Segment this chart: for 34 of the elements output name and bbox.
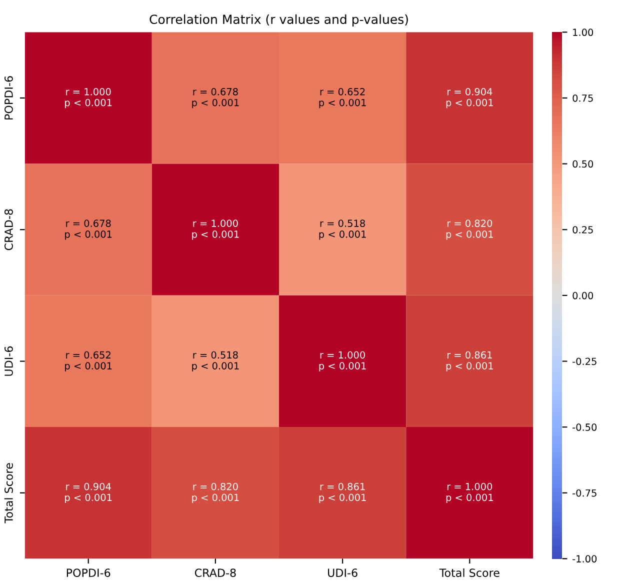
data-label: r = 0.820 p < 0.001 — [446, 220, 493, 240]
data-label: r = 1.000 p < 0.001 — [446, 482, 493, 504]
data-label: r = 0.518 p < 0.001 — [192, 351, 239, 372]
y-tick-label: Total Score — [4, 463, 13, 524]
color-bar-label: -0.25 — [572, 358, 596, 366]
data-label: r = 0.861 p < 0.001 — [446, 351, 493, 372]
data-label: r = 0.678 p < 0.001 — [192, 88, 239, 108]
color-bar-label: 0.75 — [572, 94, 593, 102]
chart-title: Correlation Matrix (r values and p-values) — [150, 14, 408, 26]
x-tick-label: Total Score — [439, 568, 500, 577]
data-label: r = 1.000 p < 0.001 — [319, 351, 366, 372]
data-label: r = 1.000 p < 0.001 — [65, 88, 112, 108]
color-bar-label: -0.75 — [572, 489, 596, 497]
data-label: r = 0.820 p < 0.001 — [192, 482, 239, 504]
data-label: r = 0.652 p < 0.001 — [319, 88, 366, 108]
data-label: r = 0.652 p < 0.001 — [65, 351, 112, 372]
x-tick-label: UDI-6 — [328, 568, 358, 577]
x-tick-label: CRAD-8 — [194, 568, 236, 577]
x-tick-label: POPDI-6 — [66, 568, 110, 577]
data-label: r = 0.861 p < 0.001 — [319, 482, 366, 504]
data-label: r = 1.000 p < 0.001 — [192, 220, 239, 240]
data-label: r = 0.904 p < 0.001 — [446, 88, 493, 108]
color-bar-label: 1.00 — [573, 28, 594, 36]
color-bar-label: -0.50 — [572, 424, 597, 431]
y-tick-label: UDI-6 — [4, 346, 13, 376]
data-label: r = 0.678 p < 0.001 — [65, 220, 112, 240]
color-bar-label: 0.50 — [572, 160, 594, 168]
data-label: r = 0.518 p < 0.001 — [319, 220, 366, 240]
color-bar-label: -1.00 — [572, 555, 597, 563]
color-bar-label: 0.00 — [572, 292, 594, 300]
y-tick-label: POPDI-6 — [4, 76, 13, 120]
y-tick-label: CRAD-8 — [4, 209, 13, 250]
color-bar-label: 0.25 — [572, 226, 593, 234]
data-label: r = 0.904 p < 0.001 — [65, 482, 112, 504]
